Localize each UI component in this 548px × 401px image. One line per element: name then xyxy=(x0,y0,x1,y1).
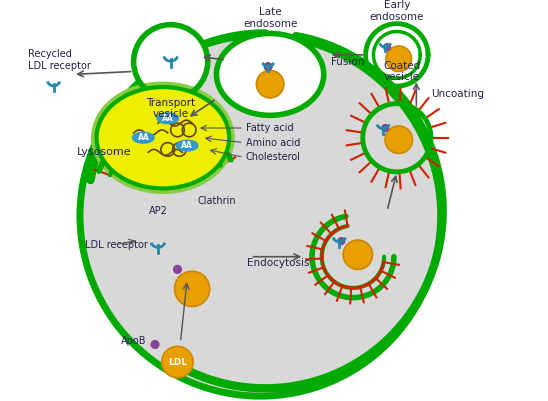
Ellipse shape xyxy=(176,140,198,151)
Text: Recycled
LDL receptor: Recycled LDL receptor xyxy=(28,49,91,71)
Text: AP2: AP2 xyxy=(149,206,167,216)
Text: Clathrin: Clathrin xyxy=(197,196,236,206)
Ellipse shape xyxy=(90,55,441,367)
Circle shape xyxy=(343,240,373,269)
Circle shape xyxy=(382,125,389,132)
Text: Fatty acid: Fatty acid xyxy=(246,123,293,133)
Circle shape xyxy=(256,71,284,98)
Text: LDL: LDL xyxy=(168,358,187,367)
Circle shape xyxy=(80,35,441,396)
Circle shape xyxy=(151,340,159,348)
Text: ApoB: ApoB xyxy=(121,336,146,346)
Text: Endocytosis: Endocytosis xyxy=(247,257,309,267)
Circle shape xyxy=(134,24,208,99)
Text: Late
endosome: Late endosome xyxy=(243,7,297,28)
Circle shape xyxy=(373,32,420,78)
Circle shape xyxy=(385,126,413,153)
Ellipse shape xyxy=(96,87,229,188)
Circle shape xyxy=(175,271,210,306)
Text: Lysosome: Lysosome xyxy=(77,148,132,157)
Circle shape xyxy=(338,238,345,245)
Text: Amino acid: Amino acid xyxy=(246,138,300,148)
Ellipse shape xyxy=(216,33,324,115)
Circle shape xyxy=(384,44,391,51)
Text: Coated
vesicle: Coated vesicle xyxy=(383,61,420,82)
Circle shape xyxy=(264,63,272,71)
Circle shape xyxy=(174,265,181,273)
Text: AA: AA xyxy=(162,114,174,123)
Circle shape xyxy=(386,46,412,71)
Text: Cholesterol: Cholesterol xyxy=(246,152,301,162)
Text: AA: AA xyxy=(138,133,149,142)
Circle shape xyxy=(162,346,193,378)
Text: Fusion: Fusion xyxy=(332,57,365,67)
Ellipse shape xyxy=(157,113,179,124)
Text: Early
endosome: Early endosome xyxy=(370,0,424,22)
Text: LDL receptor: LDL receptor xyxy=(85,240,148,250)
Ellipse shape xyxy=(92,82,234,193)
Text: AA: AA xyxy=(181,141,193,150)
Text: Uncoating: Uncoating xyxy=(431,89,484,99)
Ellipse shape xyxy=(133,132,154,143)
Text: Transport
vesicle: Transport vesicle xyxy=(146,98,195,119)
